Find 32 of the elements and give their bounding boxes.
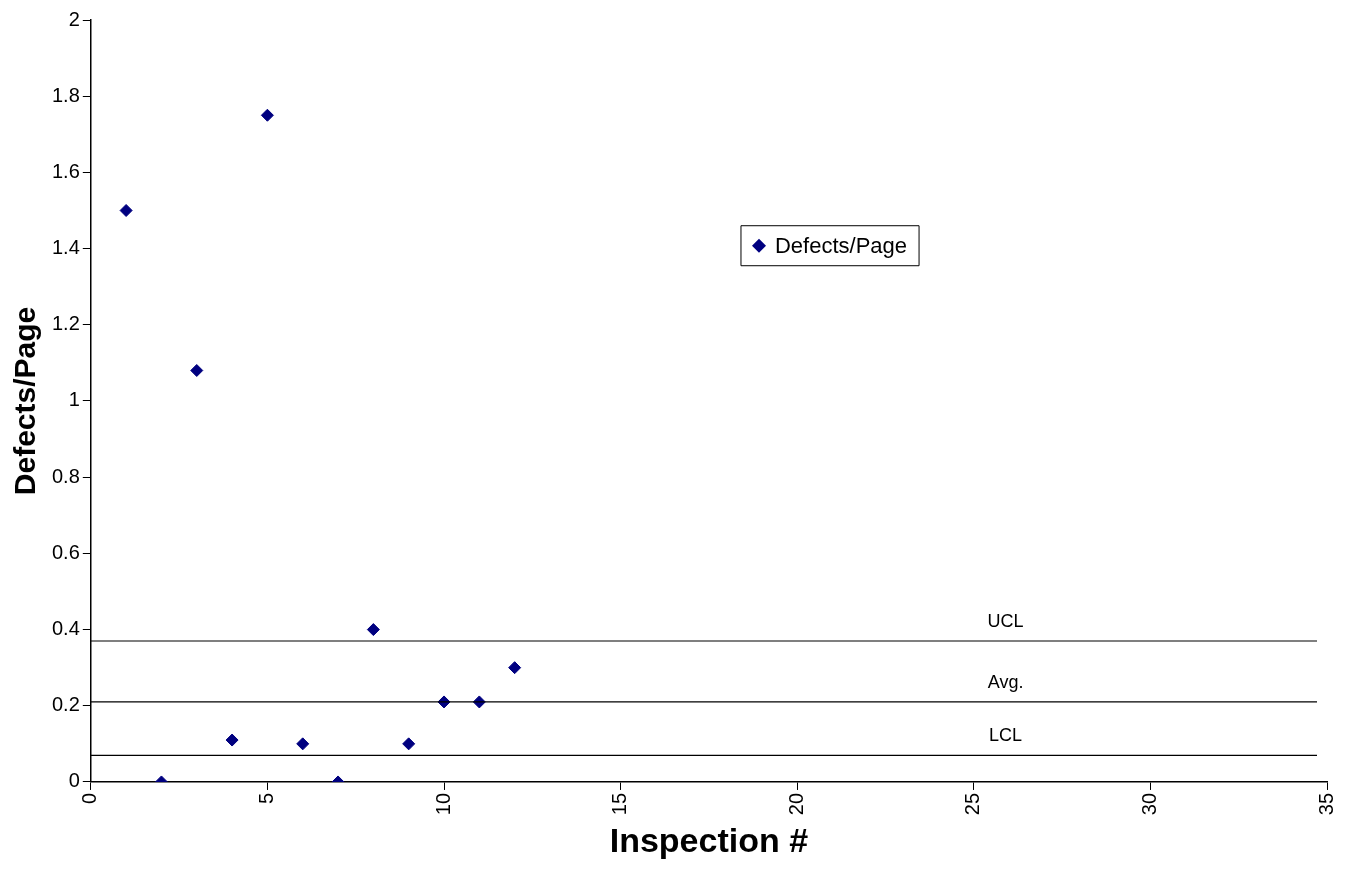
y-tick-label: 1.2 bbox=[51, 312, 80, 335]
y-tick-label: 2 bbox=[68, 7, 80, 30]
y-tick-label: 1 bbox=[68, 388, 80, 411]
ref-line-label: Avg. bbox=[987, 671, 1024, 692]
x-axis-title: Inspection # bbox=[609, 820, 809, 859]
y-tick-label: 0.4 bbox=[51, 617, 80, 640]
x-tick-label: 5 bbox=[254, 792, 277, 805]
point bbox=[366, 623, 380, 637]
x-tick-label: 30 bbox=[1137, 792, 1160, 816]
ref-line-label: LCL bbox=[989, 725, 1023, 746]
ref-line-label: UCL bbox=[987, 610, 1024, 631]
y-tick-label: 0.2 bbox=[51, 693, 80, 716]
x-tick-label: 15 bbox=[608, 792, 631, 816]
x-tick-label: 20 bbox=[784, 792, 807, 816]
x-tick-label: 0 bbox=[78, 792, 101, 805]
y-axis-title: Defects/Page bbox=[8, 306, 42, 496]
legend-label: Defects/Page bbox=[774, 232, 908, 258]
point bbox=[296, 737, 310, 751]
y-tick-label: 1.6 bbox=[51, 159, 80, 182]
point bbox=[119, 203, 133, 217]
x-tick-label: 10 bbox=[431, 792, 454, 816]
x-tick-label: 25 bbox=[961, 792, 984, 816]
point bbox=[190, 364, 204, 377]
y-tick-label: 1.8 bbox=[51, 83, 80, 106]
y-tick-label: 1.4 bbox=[51, 236, 80, 259]
x-tick-label: 35 bbox=[1314, 792, 1337, 816]
point bbox=[225, 733, 239, 747]
y-tick-label: 0.6 bbox=[51, 540, 80, 563]
point bbox=[260, 108, 274, 122]
point bbox=[402, 737, 416, 751]
point bbox=[508, 661, 522, 675]
y-tick-label: 0.8 bbox=[51, 464, 80, 487]
